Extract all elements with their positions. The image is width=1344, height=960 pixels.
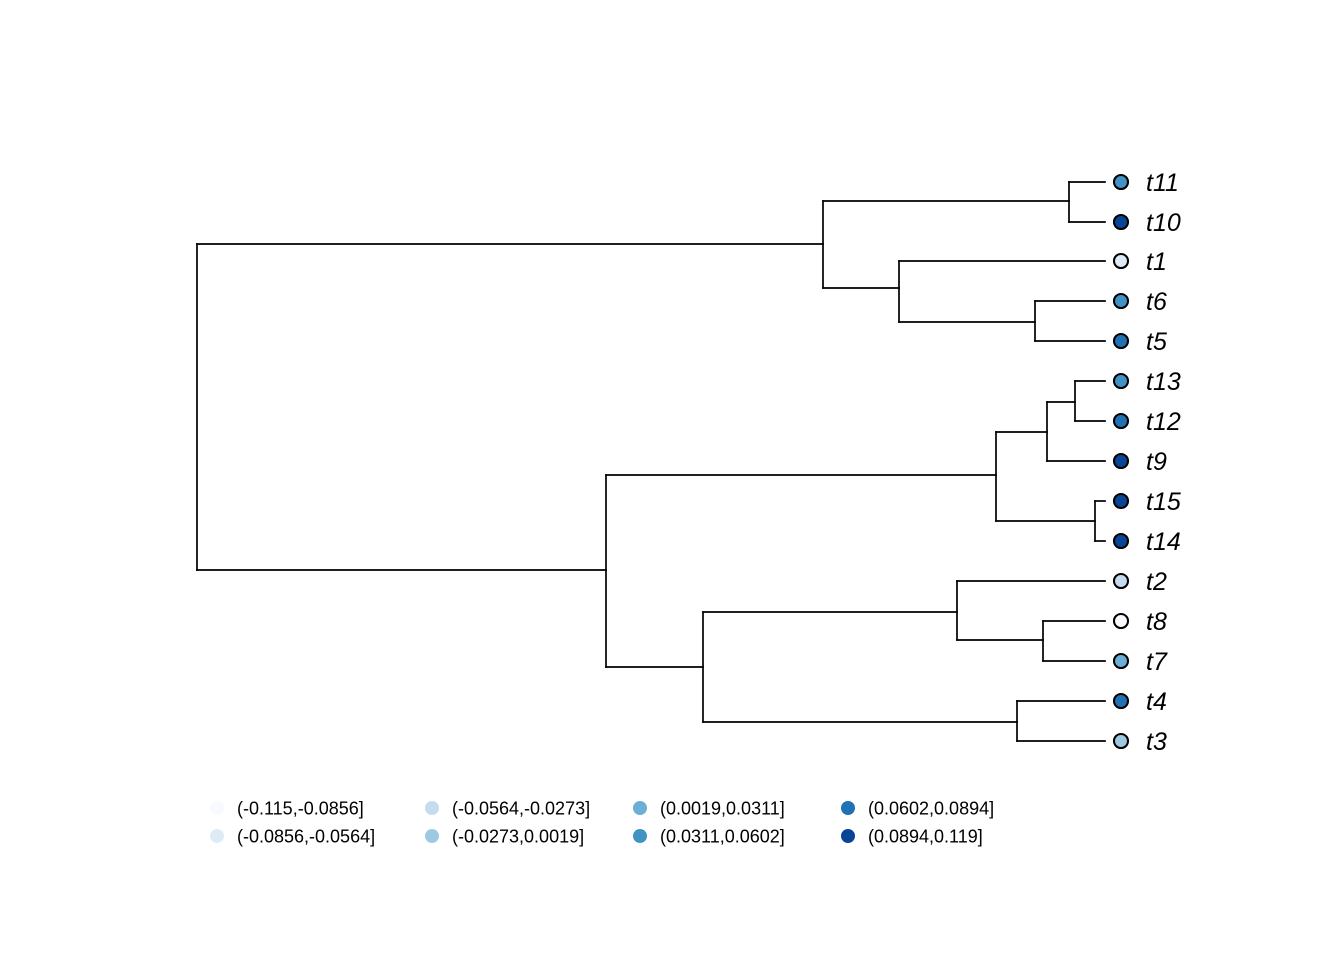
legend-key-dot xyxy=(425,829,439,843)
legend-label: (-0.115,-0.0856] xyxy=(237,798,364,818)
tip-label: t3 xyxy=(1146,728,1167,756)
tip-label: t13 xyxy=(1146,368,1181,396)
legend-key-dot xyxy=(841,829,855,843)
legend-key-dot xyxy=(841,801,855,815)
legend-key-dot xyxy=(425,801,439,815)
tip-dot xyxy=(1112,732,1130,750)
tip-dot xyxy=(1112,612,1130,630)
legend-key-dot xyxy=(210,801,224,815)
tip-label: t4 xyxy=(1146,688,1167,716)
legend-label: (-0.0564,-0.0273] xyxy=(452,798,590,818)
tip-label: t7 xyxy=(1146,648,1168,676)
tip-dot xyxy=(1112,412,1130,430)
tip-dot xyxy=(1112,332,1130,350)
legend-label: (0.0311,0.0602] xyxy=(660,826,785,846)
tip-dot xyxy=(1112,292,1130,310)
tip-dot xyxy=(1112,692,1130,710)
tip-dot xyxy=(1112,173,1130,191)
tree-tips: t11 t10 t1 t6 t5 t13 t12 t9 t15 t14 t2 t8 t7 t4 t3 xyxy=(1112,169,1181,756)
legend-label: (-0.0856,-0.0564] xyxy=(237,826,375,846)
tip-label: t14 xyxy=(1146,528,1181,556)
tree-branches xyxy=(196,181,1106,742)
tip-label: t9 xyxy=(1146,448,1167,476)
tip-label: t8 xyxy=(1146,608,1167,636)
legend-key-dot xyxy=(633,801,647,815)
tip-dot xyxy=(1112,532,1130,550)
tip-label: t12 xyxy=(1146,408,1181,436)
tip-dot xyxy=(1112,652,1130,670)
tip-label: t6 xyxy=(1146,288,1167,316)
tip-label: t15 xyxy=(1146,488,1181,516)
tip-label: t11 xyxy=(1146,169,1179,197)
tip-label: t2 xyxy=(1146,568,1167,596)
tip-dot xyxy=(1112,492,1130,510)
legend-label: (0.0019,0.0311] xyxy=(660,798,785,818)
legend-key-dot xyxy=(210,829,224,843)
legend-label: (0.0894,0.119] xyxy=(868,826,983,846)
legend: (-0.115,-0.0856] (-0.0856,-0.0564] (-0.056… xyxy=(210,798,994,846)
tip-label: t5 xyxy=(1146,328,1167,356)
tip-dot xyxy=(1112,372,1130,390)
tip-label: t10 xyxy=(1146,209,1181,237)
tip-dot xyxy=(1112,452,1130,470)
tip-dot xyxy=(1112,572,1130,590)
legend-label: (0.0602,0.0894] xyxy=(868,798,994,818)
tip-dot xyxy=(1112,213,1130,231)
legend-label: (-0.0273,0.0019] xyxy=(452,826,584,846)
legend-key-dot xyxy=(633,829,647,843)
tip-dot xyxy=(1112,252,1130,270)
tip-label: t1 xyxy=(1146,248,1167,276)
